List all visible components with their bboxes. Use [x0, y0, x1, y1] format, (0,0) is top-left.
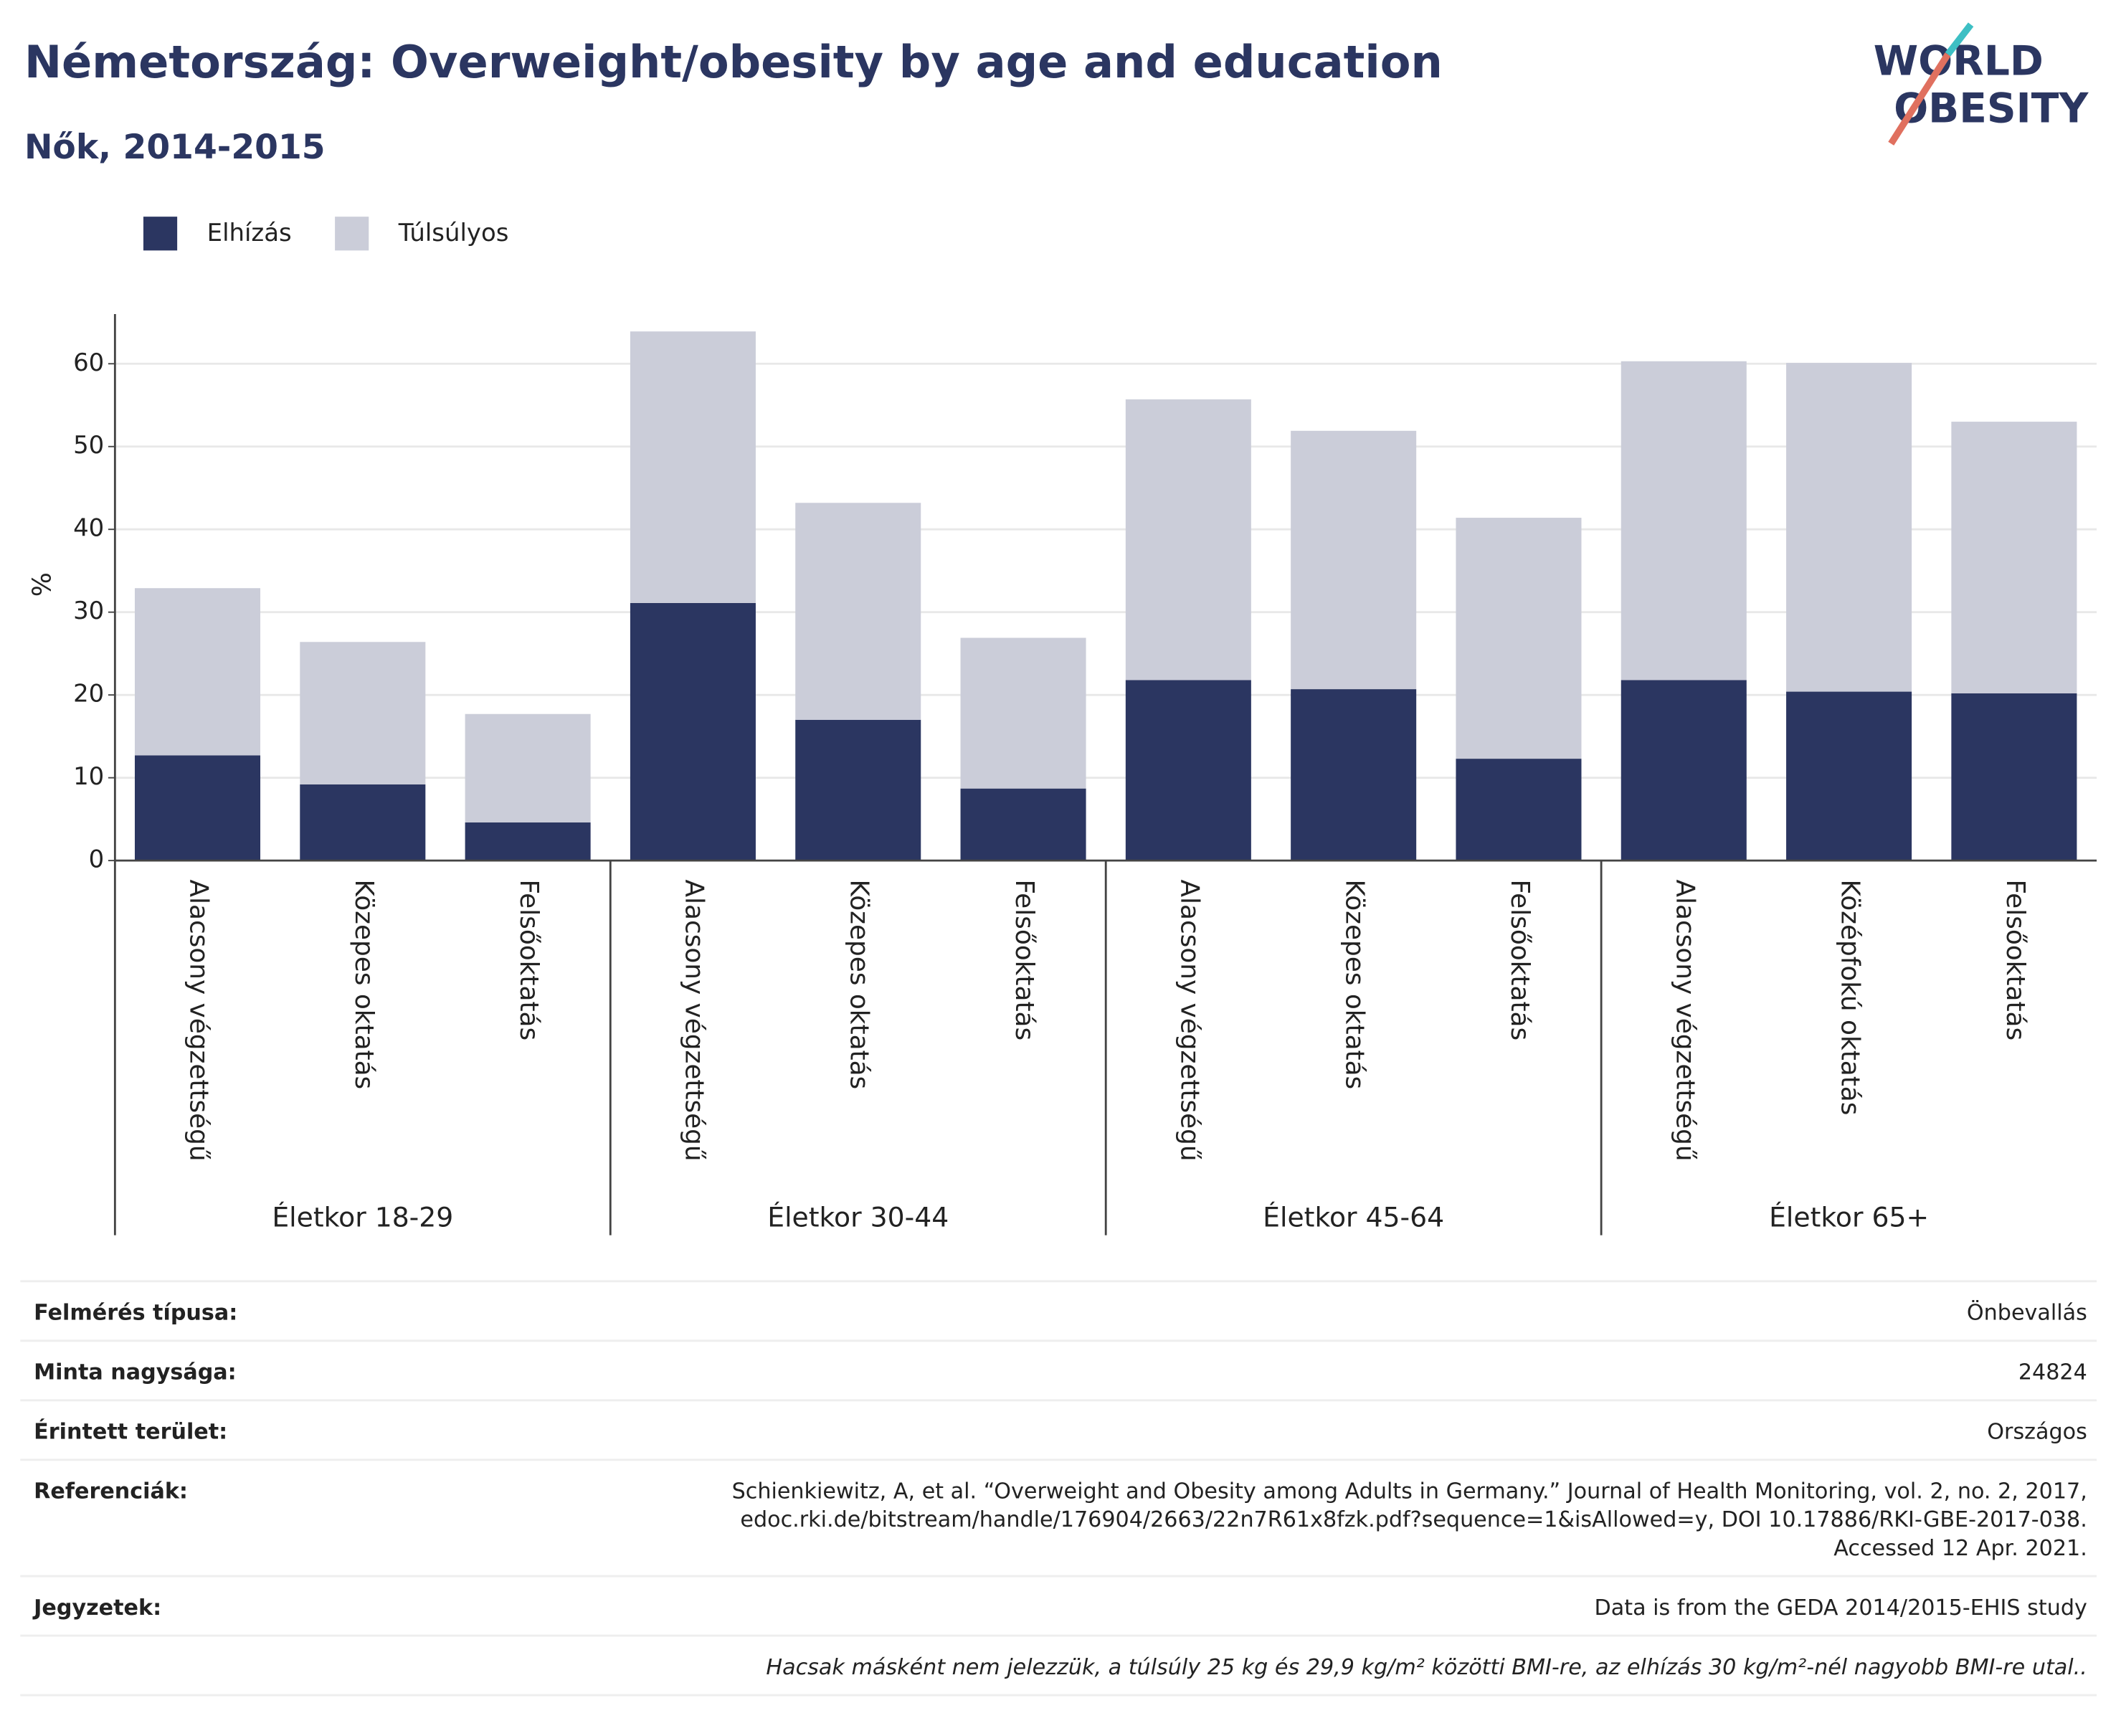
bar	[1291, 430, 1417, 690]
y-tick-label: 0	[89, 845, 105, 874]
bar	[630, 331, 756, 603]
x-tick-label: Alacsony végzettségű	[1175, 880, 1204, 1162]
logo-slash	[1945, 22, 1974, 57]
y-tick-label: 10	[73, 762, 104, 791]
row-value: edoc.rki.de/bitstream/handle/176904/2663…	[740, 1507, 2087, 1532]
bar	[960, 637, 1086, 789]
bar	[134, 755, 261, 861]
x-tick-label: Közepes oktatás	[1340, 880, 1370, 1090]
bar	[465, 822, 591, 861]
bar	[300, 784, 426, 861]
chart-title: Németország: Overweight/obesity by age a…	[24, 36, 1443, 88]
x-tick-label: Közepes oktatás	[845, 880, 874, 1090]
legend-label: Túlsúlyos	[398, 219, 509, 247]
bar	[1786, 691, 1912, 861]
logo-slash	[1888, 52, 1951, 146]
row-label: Minta nagysága:	[34, 1360, 237, 1385]
bar	[1951, 693, 2077, 861]
bar	[134, 588, 261, 756]
bar	[630, 602, 756, 861]
bar	[1951, 422, 2077, 693]
row-value: Önbevallás	[1967, 1299, 2087, 1326]
bar	[795, 719, 921, 861]
row-value: 24824	[2018, 1360, 2087, 1385]
x-tick-label: Felsőoktatás	[2001, 880, 2030, 1041]
row-label: Érintett terület:	[34, 1419, 227, 1445]
bar	[1125, 680, 1251, 861]
x-tick-label: Alacsony végzettségű	[1670, 880, 1699, 1162]
bar	[465, 713, 591, 823]
row-value: Országos	[1987, 1420, 2087, 1445]
bar	[795, 503, 921, 720]
bar	[1621, 361, 1747, 680]
x-tick-label: Közepes oktatás	[349, 880, 379, 1090]
footnote: Hacsak másként nem jelezzük, a túlsúly 2…	[766, 1655, 2087, 1680]
x-tick-label: Felsőoktatás	[1010, 880, 1039, 1041]
y-tick-label: 50	[73, 431, 104, 460]
y-tick-label: 30	[73, 597, 104, 625]
row-label: Referenciák:	[34, 1479, 188, 1504]
row-label: Felmérés típusa:	[34, 1301, 237, 1326]
row-label: Jegyzetek:	[32, 1595, 161, 1621]
bar	[960, 788, 1086, 861]
legend-swatch	[143, 217, 178, 251]
x-tick-label: Alacsony végzettségű	[679, 880, 708, 1162]
chart-subtitle: Nők, 2014-2015	[24, 128, 326, 167]
bar	[1456, 759, 1582, 861]
x-tick-label: Felsőoktatás	[1505, 880, 1534, 1041]
bar	[1291, 689, 1417, 861]
x-tick-label: Alacsony végzettségű	[184, 880, 214, 1162]
x-tick-label: Felsőoktatás	[514, 880, 544, 1041]
y-tick-label: 40	[73, 514, 104, 543]
bar	[1456, 518, 1582, 759]
group-label: Életkor 18-29	[272, 1202, 453, 1233]
bar	[1786, 363, 1912, 692]
row-value: Accessed 12 Apr. 2021.	[1833, 1536, 2087, 1561]
bar	[1621, 680, 1747, 861]
x-tick-label: Középfokú oktatás	[1836, 880, 1865, 1116]
bar	[300, 642, 426, 784]
group-label: Életkor 30-44	[767, 1202, 949, 1233]
y-axis-label: %	[27, 572, 57, 597]
group-label: Életkor 65+	[1769, 1202, 1929, 1233]
group-label: Életkor 45-64	[1263, 1202, 1444, 1233]
y-tick-label: 20	[73, 680, 104, 708]
bar	[1125, 399, 1251, 680]
row-value: Data is from the GEDA 2014/2015-EHIS stu…	[1595, 1595, 2087, 1621]
row-value: Schienkiewitz, A, et al. “Overweight and…	[732, 1479, 2087, 1504]
legend-swatch	[335, 217, 369, 251]
y-tick-label: 60	[73, 348, 104, 377]
legend-label: Elhízás	[207, 219, 292, 247]
